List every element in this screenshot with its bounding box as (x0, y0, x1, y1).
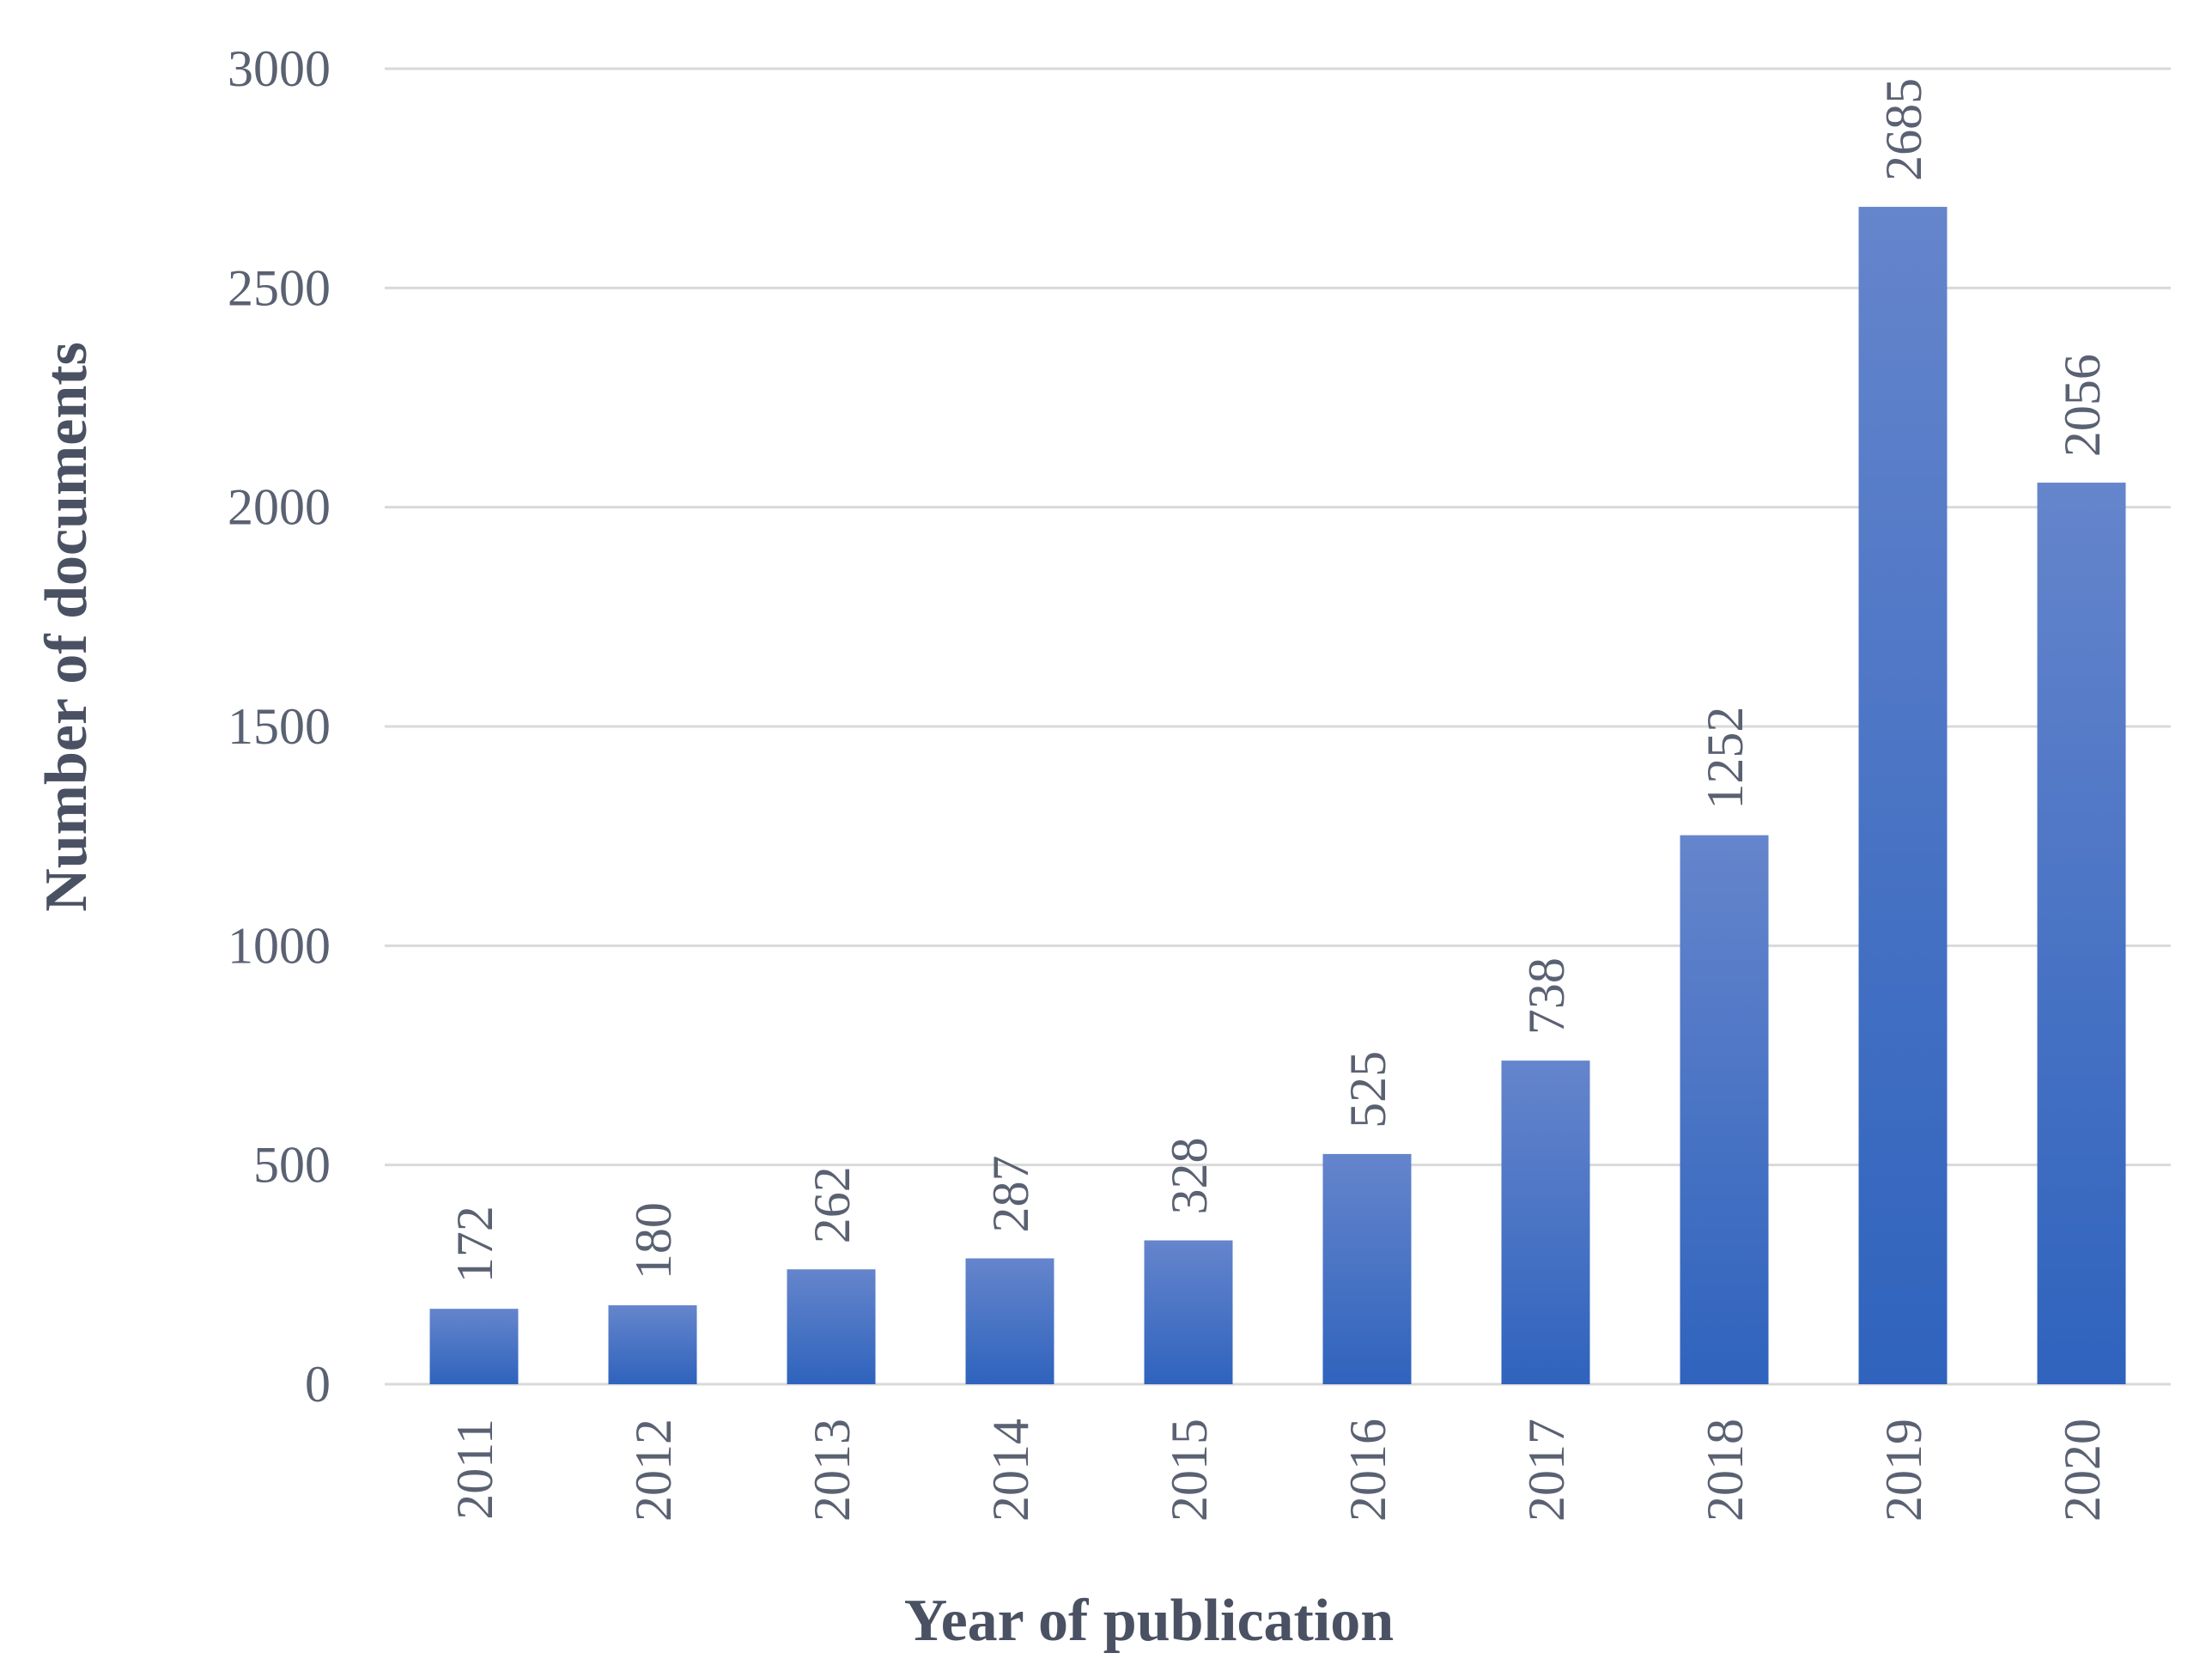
y-tick-label-2000: 2000 (228, 479, 331, 536)
bar-2019 (1858, 206, 1948, 1385)
bar-2011 (429, 1309, 519, 1384)
x-tick-label-2017: 2017 (1518, 1419, 1575, 1522)
data-label-2016: 525 (1340, 1051, 1396, 1128)
x-tick-label-2013: 2013 (804, 1419, 860, 1522)
bar-2013 (787, 1269, 876, 1384)
y-tick-label-1000: 1000 (228, 917, 331, 974)
x-tick-label-2019: 2019 (1875, 1419, 1932, 1522)
y-tick-label-1500: 1500 (228, 698, 331, 755)
x-axis-ticks: 2011 2012 2013 2014 2015 2016 2017 2018 2019 2020 (447, 1419, 2111, 1522)
bar-2012 (608, 1305, 697, 1384)
gridlines (385, 67, 2171, 1386)
data-label-2017: 738 (1518, 957, 1575, 1035)
bar-2014 (965, 1258, 1054, 1384)
x-tick-label-2020: 2020 (2054, 1419, 2111, 1522)
x-tick-label-2015: 2015 (1161, 1419, 1218, 1522)
x-tick-label-2012: 2012 (625, 1419, 682, 1522)
data-label-2011: 172 (447, 1206, 503, 1283)
x-tick-label-2016: 2016 (1340, 1419, 1396, 1522)
y-tick-label-3000: 3000 (228, 40, 331, 97)
x-tick-label-2011: 2011 (447, 1419, 503, 1520)
bar-2018 (1680, 835, 1769, 1384)
data-label-2012: 180 (625, 1202, 682, 1279)
data-label-2013: 262 (804, 1166, 860, 1243)
data-label-2020: 2056 (2054, 354, 2111, 457)
y-tick-label-0: 0 (305, 1356, 331, 1413)
bar-2020 (2037, 483, 2126, 1384)
data-label-2014: 287 (982, 1155, 1039, 1232)
data-label-2018: 1252 (1697, 707, 1753, 810)
bar-2017 (1501, 1060, 1590, 1384)
y-tick-label-500: 500 (253, 1137, 331, 1194)
y-axis-title: Number of documents (33, 342, 100, 912)
bar-2015 (1144, 1240, 1233, 1384)
data-label-2019: 2685 (1875, 78, 1932, 181)
x-axis-title: Year of publication (904, 1588, 1394, 1654)
x-tick-label-2018: 2018 (1697, 1419, 1753, 1522)
bars (429, 206, 2126, 1385)
y-tick-label-2500: 2500 (228, 259, 331, 316)
y-axis-ticks: 0 500 1000 1500 2000 2500 3000 (228, 40, 331, 1413)
bar-2016 (1322, 1153, 1412, 1384)
data-label-2015: 328 (1161, 1138, 1218, 1215)
x-tick-label-2014: 2014 (982, 1419, 1039, 1522)
data-labels: 172 180 262 287 328 525 738 1252 2685 2056 (447, 78, 2111, 1283)
